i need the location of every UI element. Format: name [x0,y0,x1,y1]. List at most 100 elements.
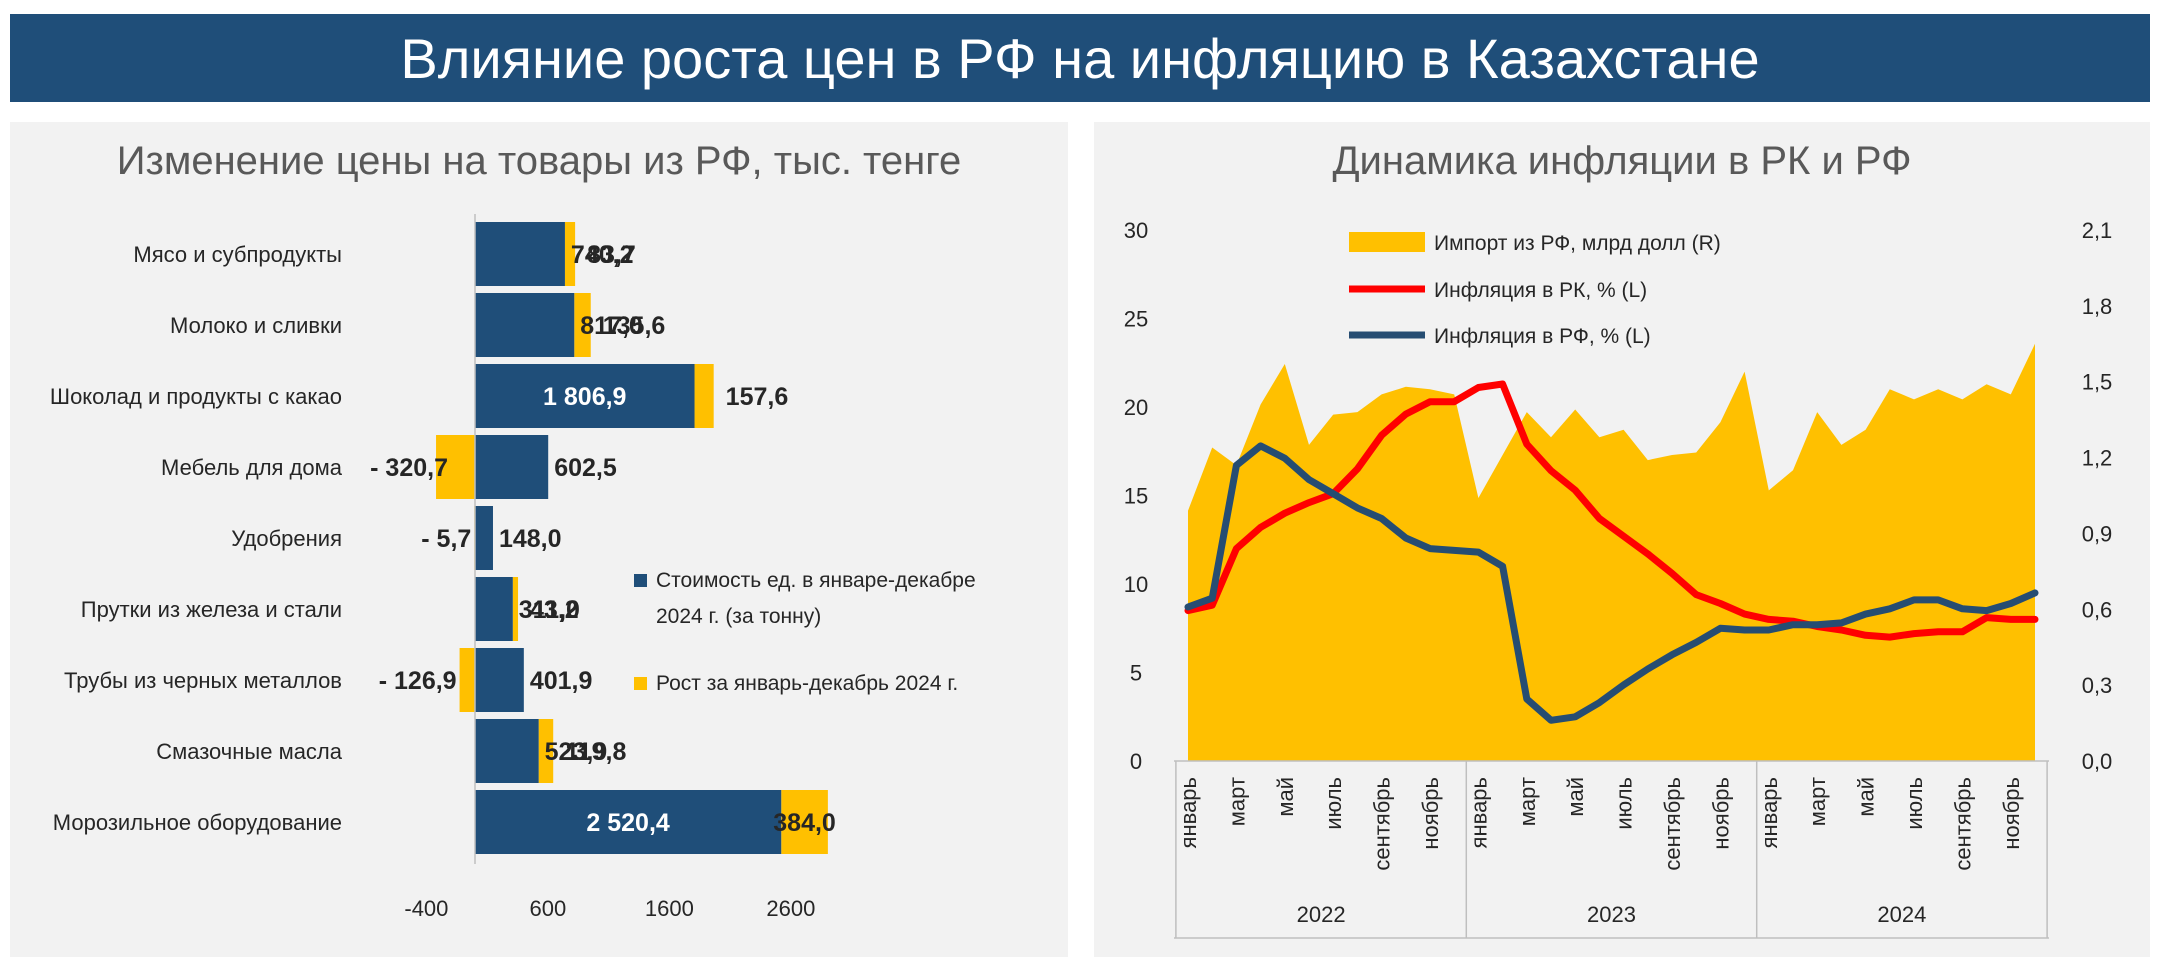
growth-bar [459,648,475,712]
line-chart-title: Динамика инфляции в РК и РФ [1332,139,1911,183]
x-month-label: ноябрь [1999,777,2024,850]
x-month-label: май [1273,777,1298,817]
x-month-label: сентябрь [1950,777,1975,871]
growth-value-label: - 126,9 [379,667,457,695]
x-month-label: январь [1176,777,1201,848]
bar-chart-title: Изменение цены на товары из РФ, тыс. тен… [117,139,961,183]
x-month-label: март [1515,777,1540,826]
legend-swatch-growth [634,677,647,690]
legend-swatch-cost [634,574,647,587]
legend-label-rk: Инфляция в РК, % (L) [1434,279,1647,302]
x-month-label: сентябрь [1370,777,1395,871]
price-change-panel: Изменение цены на товары из РФ, тыс. тен… [10,122,1068,957]
y-right-tick-label: 1,8 [2082,294,2113,319]
x-year-label: 2023 [1587,902,1636,927]
x-year-label: 2024 [1877,902,1926,927]
x-month-label: май [1854,777,1879,817]
cost-bar [475,222,565,286]
page-title-banner: Влияние роста цен в РФ на инфляцию в Каз… [10,14,2150,102]
cost-value-label: 311,0 [519,596,580,624]
category-label: Смазочные масла [156,739,343,764]
legend-swatch-import [1349,232,1425,252]
legend-label-cost: Стоимость ед. в январе-декабре 2024 г. (з… [656,569,976,628]
x-month-label: сентябрь [1660,777,1685,871]
y-right-tick-label: 1,5 [2082,370,2113,395]
cost-value-label: 523,9 [545,738,608,766]
x-month-label: июль [1321,777,1346,830]
y-left-tick-label: 0 [1130,749,1142,774]
y-left-tick-label: 5 [1130,661,1142,686]
growth-value-label: 157,6 [726,383,789,411]
growth-value-label: 135,6 [603,312,666,340]
growth-value-label: 119,8 [565,738,626,766]
y-left-tick-label: 10 [1124,572,1148,597]
y-left-tick-label: 30 [1124,218,1148,243]
x-month-label: ноябрь [1708,777,1733,850]
growth-bar [564,222,576,286]
category-label: Морозильное оборудование [53,810,342,835]
x-year-label: 2022 [1297,902,1346,927]
cost-bar [475,648,524,712]
x-month-label: январь [1757,777,1782,848]
growth-value-label: 384,0 [773,809,836,837]
growth-value-label: - 5,7 [421,525,471,553]
rf-inflation-line [1184,442,2039,724]
cost-value-label: 401,9 [530,667,593,695]
growth-bar [436,435,475,499]
y-right-tick-label: 2,1 [2082,218,2113,243]
cost-bar [475,364,695,428]
growth-bar [512,577,519,641]
growth-value-label: 83,7 [587,241,636,269]
growth-bar [574,293,591,357]
x-tick-label: 1600 [645,896,694,921]
x-month-label: ноябрь [1418,777,1443,850]
category-label: Удобрения [231,526,342,551]
x-tick-label: 2600 [766,896,815,921]
inflation-panel: Динамика инфляции в РК и РФ 0 5 10 15 20 25 30 0… [1094,122,2150,957]
cost-bar [475,577,513,641]
cost-value-label: 1 806,9 [543,383,626,411]
x-month-label: июль [1902,777,1927,830]
y-left-tick-label: 15 [1124,484,1148,509]
inflation-line-chart: Динамика инфляции в РК и РФ 0 5 10 15 20 25 30 0… [1124,139,2113,939]
category-label: Трубы из черных металлов [64,668,342,693]
x-tick-label: -400 [404,896,448,921]
cost-value-label: 817,0 [580,312,643,340]
y-right-tick-label: 0,9 [2082,521,2113,546]
cost-value-label: 148,0 [499,525,562,553]
category-label: Мебель для дома [161,455,343,480]
growth-bar [694,364,714,428]
legend-label-rf: Инфляция в РФ, % (L) [1434,325,1651,348]
y-left-tick-label: 25 [1124,307,1148,332]
x-month-label: июль [1612,777,1637,830]
y-right-tick-label: 1,2 [2082,446,2113,471]
category-label: Молоко и сливки [170,313,342,338]
cost-value-label: 602,5 [554,454,617,482]
y-right-tick-label: 0,3 [2082,673,2113,698]
category-label: Шоколад и продукты с какао [50,384,342,409]
legend-label-growth: Рост за январь-декабрь 2024 г. [656,672,958,695]
cost-bar [475,719,539,783]
page-title: Влияние роста цен в РФ на инфляцию в Каз… [400,26,1760,90]
x-month-label: март [1805,777,1830,826]
cost-bar [475,293,575,357]
growth-bar [781,790,828,854]
import-area-series [1188,343,2035,761]
category-label: Прутки из железа и стали [81,597,342,622]
cost-bar [475,506,493,570]
legend-label-import: Импорт из РФ, млрд долл (R) [1434,232,1721,255]
x-month-label: январь [1466,777,1491,848]
y-left-tick-label: 20 [1124,395,1148,420]
category-label: Мясо и субпродукты [133,242,342,267]
y-right-tick-label: 0,6 [2082,597,2113,622]
price-change-bar-chart: Изменение цены на товары из РФ, тыс. тен… [50,139,976,921]
x-tick-label: 600 [530,896,567,921]
cost-value-label: 2 520,4 [586,809,670,837]
growth-value-label: 43,2 [530,596,579,624]
cost-bar [475,790,782,854]
growth-value-label: - 320,7 [370,454,448,482]
cost-bar [475,435,549,499]
growth-bar [538,719,554,783]
cost-value-label: 740,2 [571,241,634,269]
x-month-label: май [1563,777,1588,817]
